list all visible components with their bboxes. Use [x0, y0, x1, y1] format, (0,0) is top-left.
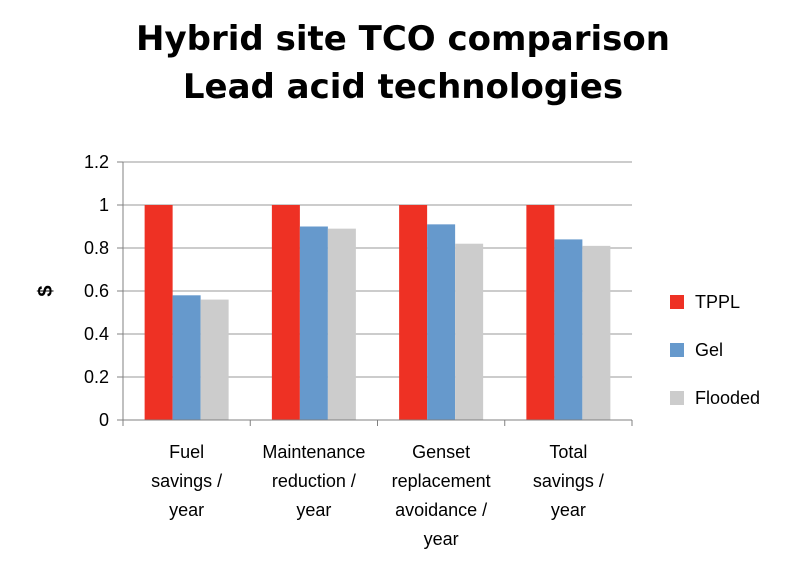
bar-gel-0: [172, 295, 201, 420]
x-category-label: Total: [549, 442, 587, 462]
y-tick-label: 0: [99, 410, 109, 430]
y-axis-label: $: [35, 285, 57, 296]
legend-swatch-tppl: [670, 295, 684, 309]
bar-tppl-0: [144, 205, 173, 420]
bar-flooded-0: [200, 299, 229, 420]
bar-gel-2: [427, 224, 456, 420]
legend: TPPL Gel Flooded: [670, 292, 760, 408]
x-category-label: savings /: [151, 471, 222, 491]
bar-flooded-3: [582, 245, 611, 420]
y-tick-label: 1: [99, 195, 109, 215]
y-tick-labels: 0 0.2 0.4 0.6 0.8 1 1.2: [84, 152, 109, 430]
x-category-label: year: [424, 529, 459, 549]
bar-gel-3: [554, 239, 583, 420]
x-category-label: savings /: [533, 471, 604, 491]
y-tick-label: 1.2: [84, 152, 109, 172]
legend-label-gel: Gel: [695, 340, 723, 360]
chart-title-line-2: Lead acid technologies: [183, 67, 623, 107]
x-category-label: Genset: [412, 442, 470, 462]
x-category-label: reduction /: [272, 471, 356, 491]
bars: [144, 205, 611, 420]
x-category-label: Fuel: [169, 442, 204, 462]
legend-swatch-gel: [670, 343, 684, 357]
axes: [117, 161, 633, 426]
y-tick-label: 0.6: [84, 281, 109, 301]
x-category-label: avoidance /: [395, 500, 487, 520]
y-tick-label: 0.4: [84, 324, 109, 344]
x-category-label: replacement: [392, 471, 491, 491]
bar-gel-1: [299, 226, 328, 420]
chart-title-line-1: Hybrid site TCO comparison: [136, 19, 670, 59]
x-category-label: year: [169, 500, 204, 520]
x-category-labels: Fuel savings / year Maintenance reduction / y…: [151, 442, 604, 549]
bar-tppl-3: [526, 205, 555, 420]
legend-label-tppl: TPPL: [695, 292, 740, 312]
x-category-label: Maintenance: [262, 442, 365, 462]
x-category-label: year: [296, 500, 331, 520]
y-tick-label: 0.2: [84, 367, 109, 387]
x-category-label: year: [551, 500, 586, 520]
y-tick-label: 0.8: [84, 238, 109, 258]
bar-flooded-1: [327, 228, 356, 420]
bar-flooded-2: [455, 243, 484, 420]
legend-label-flooded: Flooded: [695, 388, 760, 408]
bar-tppl-1: [271, 205, 300, 420]
bar-tppl-2: [399, 205, 428, 420]
legend-swatch-flooded: [670, 391, 684, 405]
